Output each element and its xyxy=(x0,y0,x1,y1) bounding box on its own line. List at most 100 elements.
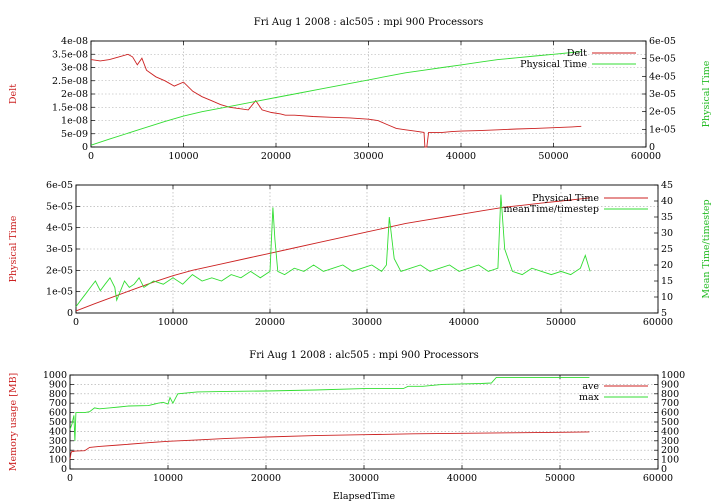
x-tick-label: 0 xyxy=(73,317,79,328)
y-tick-label-right: 800 xyxy=(661,389,679,400)
y-tick-label-left: 3e-05 xyxy=(46,244,73,255)
y-tick-label-right: 15 xyxy=(661,276,673,287)
x-tick-label: 20000 xyxy=(261,151,291,162)
y-tick-label-left: 1.5e-08 xyxy=(52,102,88,113)
y-tick-label-right: 25 xyxy=(661,244,673,255)
y-tick-label-right: 5e-05 xyxy=(649,54,676,65)
x-tick-label: 60000 xyxy=(643,317,673,328)
x-tick-label: 40000 xyxy=(447,473,477,484)
y-tick-label-right: 0 xyxy=(661,464,667,475)
x-axis-label: ElapsedTime xyxy=(333,491,396,502)
y-tick-label-right: 40 xyxy=(661,196,673,207)
y-tick-label-right: 4e-05 xyxy=(649,71,676,82)
legend-label: meanTime/timestep xyxy=(503,204,599,215)
x-tick-label: 10000 xyxy=(168,151,198,162)
legend-label: Physical Time xyxy=(520,59,587,70)
y-tick-label-left: 600 xyxy=(49,408,67,419)
y-tick-label-left: 400 xyxy=(49,426,67,437)
y-tick-label-left: 2e-08 xyxy=(61,89,88,100)
y-tick-label-right: 45 xyxy=(661,180,673,191)
x-tick-label: 50000 xyxy=(545,473,575,484)
y-tick-label-left: 500 xyxy=(49,417,67,428)
y-tick-label-right: 20 xyxy=(661,260,673,271)
x-tick-label: 30000 xyxy=(352,317,382,328)
y-tick-label-right: 300 xyxy=(661,436,679,447)
series-line-ave xyxy=(69,431,590,460)
y-tick-label-left: 0 xyxy=(67,308,73,319)
chart-panel-2: 0 10000 20000 30000 40000 50000 60000 0 1e-05 2e-… xyxy=(8,180,712,328)
y-tick-label-right: 1e-05 xyxy=(649,124,676,135)
y-tick-label-right: 600 xyxy=(661,408,679,419)
y-tick-label-right: 900 xyxy=(661,379,679,390)
y-tick-label-left: 5e-09 xyxy=(61,129,88,140)
y-axis-label-right: Mean Time/timestep xyxy=(701,199,712,298)
y-tick-label-right: 6e-05 xyxy=(649,36,676,47)
y-tick-label-left: 900 xyxy=(49,379,67,390)
y-tick-label-left: 800 xyxy=(49,389,67,400)
x-tick-label: 30000 xyxy=(353,151,383,162)
series-line-meantime-timestep xyxy=(75,194,591,307)
y-tick-label-left: 2.5e-08 xyxy=(52,76,88,87)
y-tick-label-left: 1e-05 xyxy=(46,287,73,298)
x-tick-label: 30000 xyxy=(349,473,379,484)
y-tick-label-right: 2e-05 xyxy=(649,107,676,118)
y-tick-label-left: 0 xyxy=(61,464,67,475)
y-tick-label-left: 3.5e-08 xyxy=(52,49,88,60)
chart-title: Fri Aug 1 2008 : alc505 : mpi 900 Proces… xyxy=(254,17,483,28)
y-tick-label-left: 100 xyxy=(49,455,67,466)
x-tick-label: 50000 xyxy=(546,317,576,328)
y-tick-label-left: 2e-05 xyxy=(46,265,73,276)
y-tick-label-left: 1000 xyxy=(43,370,67,381)
chart-title: Fri Aug 1 2008 : alc505 : mpi 900 Proces… xyxy=(249,350,478,361)
y-tick-label-left: 4e-05 xyxy=(46,223,73,234)
series-line-delt xyxy=(90,53,582,148)
legend-label: Delt xyxy=(567,48,587,59)
y-tick-label-right: 100 xyxy=(661,455,679,466)
x-tick-label: 50000 xyxy=(538,151,568,162)
y-tick-label-right: 35 xyxy=(661,212,673,223)
legend-label: ave xyxy=(582,381,599,392)
x-tick-label: 0 xyxy=(67,473,73,484)
y-tick-label-left: 0 xyxy=(82,142,88,153)
y-tick-label-right: 500 xyxy=(661,417,679,428)
y-axis-label-left: Memory usage [MB] xyxy=(8,373,19,472)
y-tick-label-right: 1000 xyxy=(661,370,685,381)
y-tick-label-left: 5e-05 xyxy=(46,201,73,212)
y-tick-label-left: 1e-08 xyxy=(61,116,88,127)
y-tick-label-right: 10 xyxy=(661,292,673,303)
x-tick-label: 20000 xyxy=(255,317,285,328)
y-axis-label-right: Physical Time xyxy=(701,60,712,127)
x-tick-label: 0 xyxy=(88,151,94,162)
y-tick-label-right: 5 xyxy=(661,308,667,319)
plot-frame xyxy=(75,184,659,314)
y-tick-label-left: 200 xyxy=(49,445,67,456)
y-tick-label-left: 6e-05 xyxy=(46,180,73,191)
x-tick-label: 10000 xyxy=(158,317,188,328)
x-tick-label: 60000 xyxy=(643,473,673,484)
x-tick-label: 60000 xyxy=(631,151,661,162)
x-tick-label: 20000 xyxy=(251,473,281,484)
y-tick-label-right: 0 xyxy=(649,142,655,153)
series-line-physical-time xyxy=(75,197,591,312)
series-line-physical-time xyxy=(90,51,582,146)
y-tick-label-right: 30 xyxy=(661,228,673,239)
legend-label: max xyxy=(579,392,600,403)
plot-frame xyxy=(90,40,647,148)
y-axis-label-left: Physical Time xyxy=(8,215,19,282)
y-tick-label-left: 4e-08 xyxy=(61,36,88,47)
x-tick-label: 40000 xyxy=(446,151,476,162)
series-line-max xyxy=(69,376,590,441)
chart-panel-1: Fri Aug 1 2008 : alc505 : mpi 900 Proces… xyxy=(8,17,712,162)
legend-label: Physical Time xyxy=(532,193,599,204)
x-tick-label: 10000 xyxy=(153,473,183,484)
y-tick-label-left: 3e-08 xyxy=(61,63,88,74)
x-tick-label: 40000 xyxy=(449,317,479,328)
y-tick-label-right: 200 xyxy=(661,445,679,456)
y-tick-label-left: 300 xyxy=(49,436,67,447)
y-tick-label-right: 700 xyxy=(661,398,679,409)
plot-frame xyxy=(69,374,659,470)
y-tick-label-right: 400 xyxy=(661,426,679,437)
chart-panel-3: Fri Aug 1 2008 : alc505 : mpi 900 Proces… xyxy=(8,350,685,502)
y-axis-label-left: Delt xyxy=(8,84,19,104)
